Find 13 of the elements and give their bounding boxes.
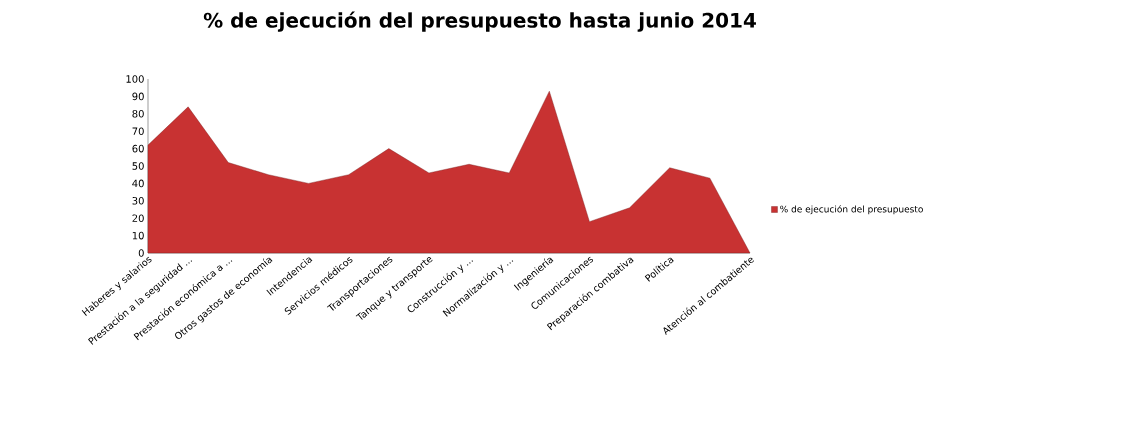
y-tick-label: 100 [126, 75, 144, 83]
y-tick-label: 50 [132, 162, 144, 170]
y-tick-label: 10 [132, 231, 144, 240]
y-tick-label: 30 [132, 197, 144, 205]
y-tick-label: 90 [132, 92, 144, 101]
chart-title: % de ejecución del presupuesto hasta junio 2014 [203, 11, 756, 32]
y-tick-label: 40 [132, 179, 144, 188]
y-tick-label: 20 [132, 214, 144, 222]
y-tick-label: 0 [138, 249, 144, 257]
y-tick-label: 70 [132, 127, 144, 135]
y-tick-label: 60 [132, 144, 144, 153]
legend-label: % de ejecución del presupuesto [780, 205, 923, 215]
y-tick-label: 80 [132, 110, 144, 118]
